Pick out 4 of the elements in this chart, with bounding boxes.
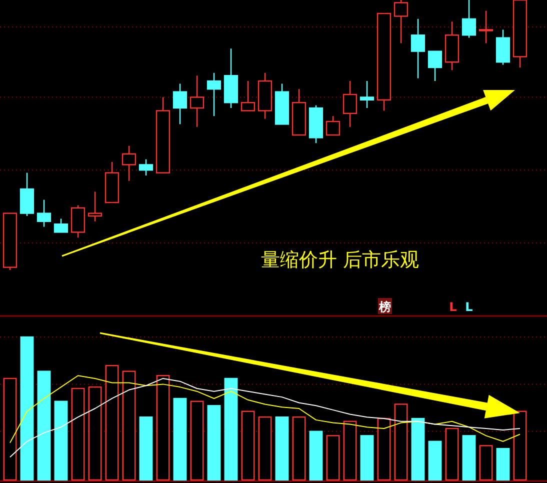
text: 榜 — [378, 300, 391, 314]
text: L — [465, 300, 474, 314]
text: L — [449, 300, 458, 314]
annotation: 量缩价升 后市乐观 — [260, 249, 420, 271]
